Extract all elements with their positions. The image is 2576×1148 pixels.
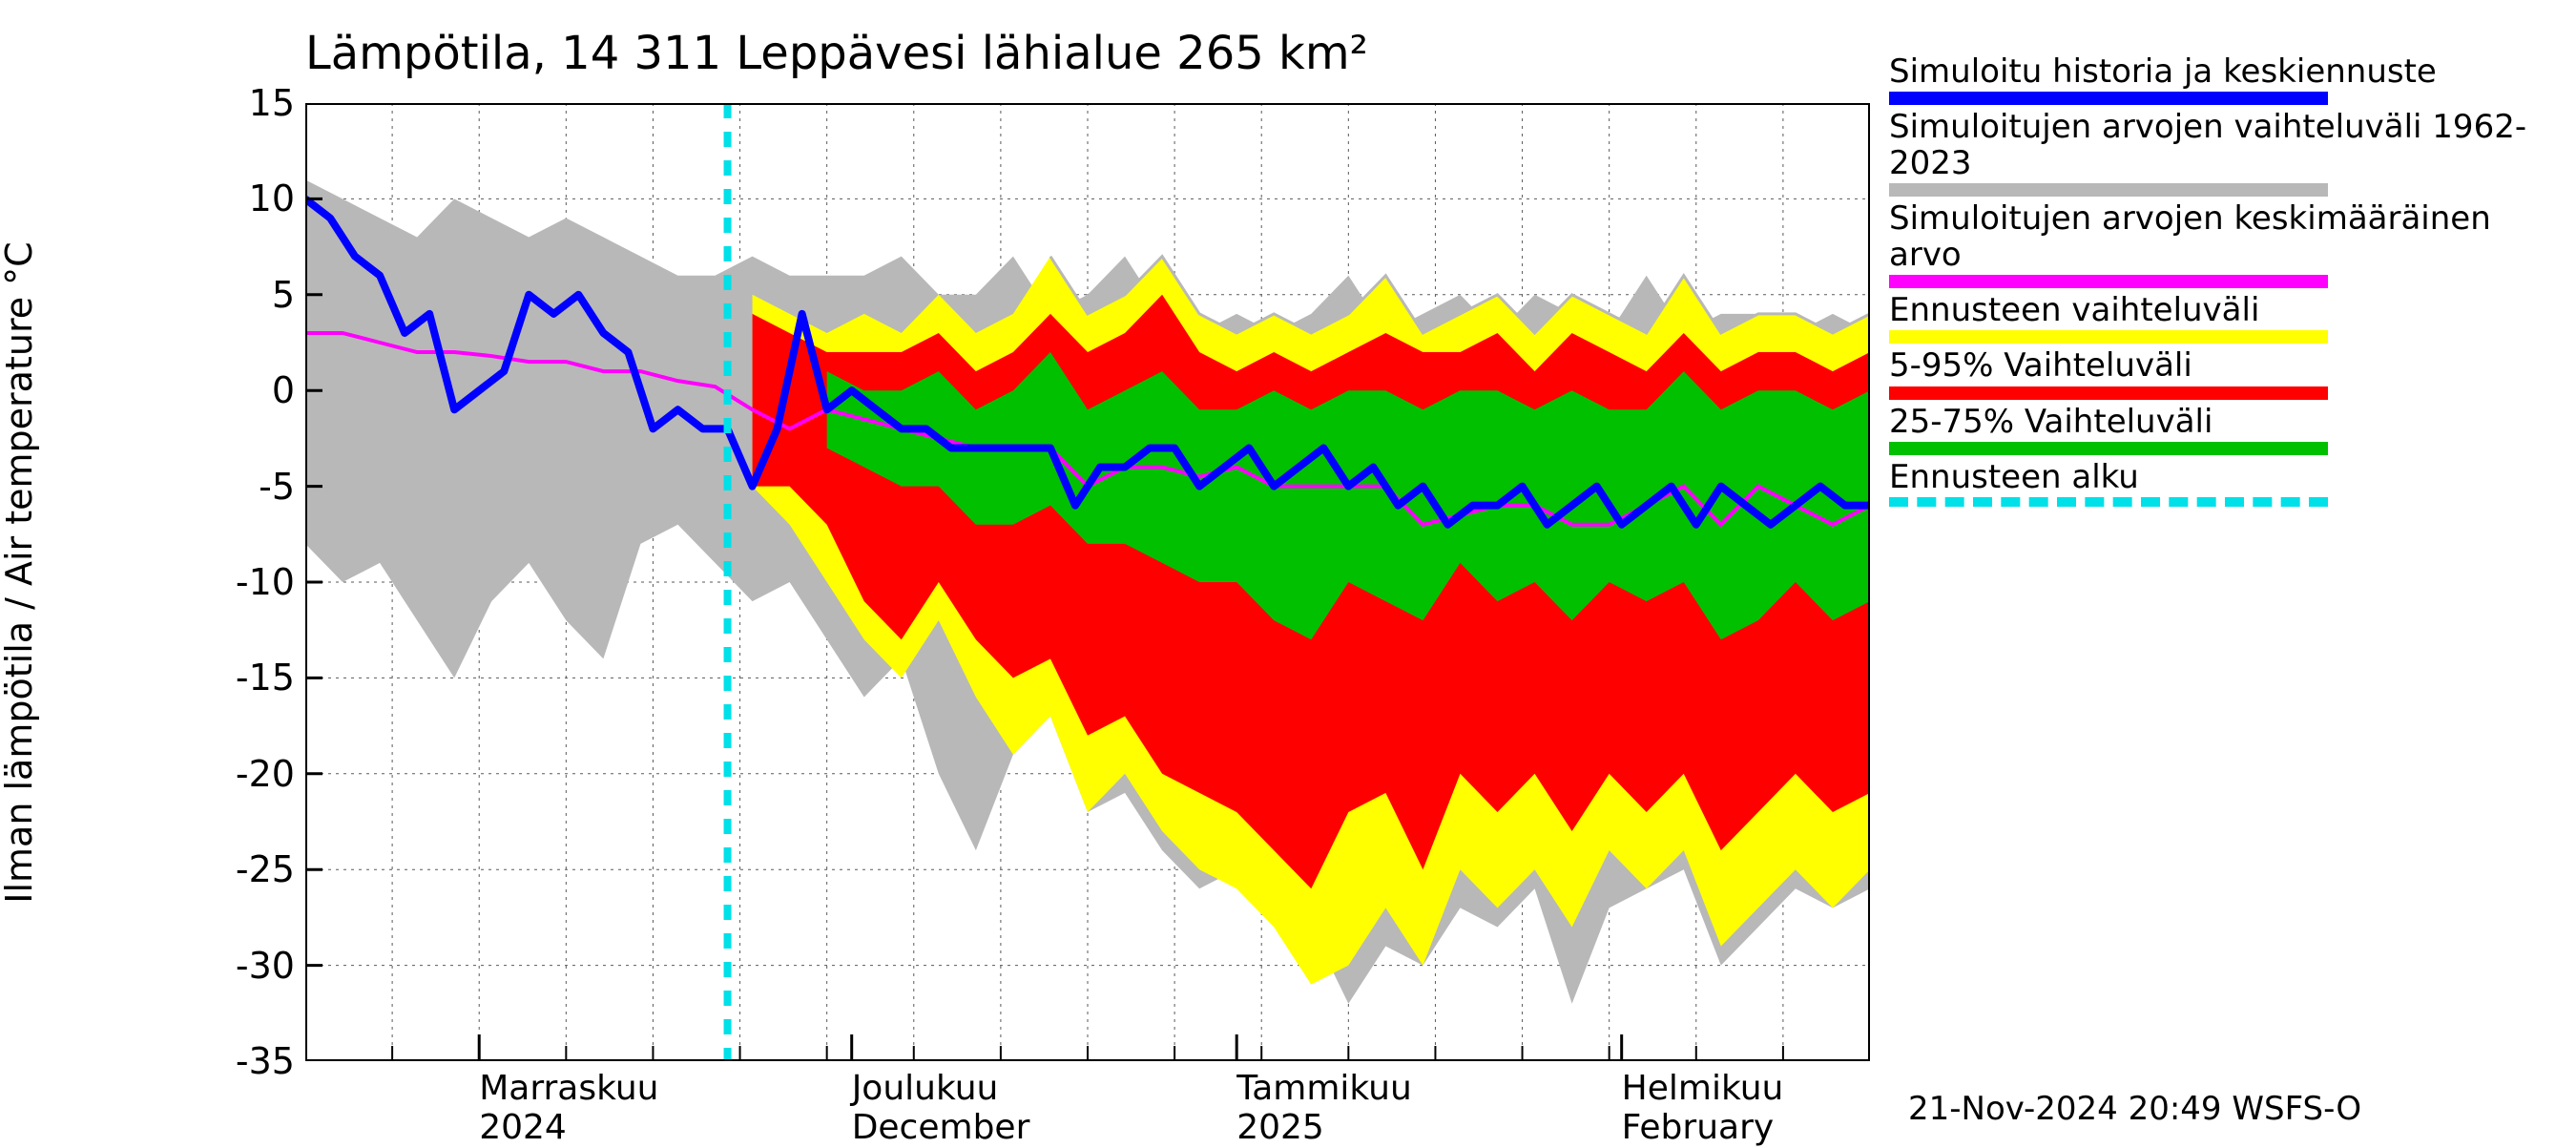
y-axis-label: Ilman lämpötila / Air temperature °C [0, 241, 40, 903]
legend-entry: 5-95% Vaihteluväli [1889, 347, 2557, 399]
y-tick: -35 [236, 1040, 295, 1082]
x-month-label: JoulukuuDecember [852, 1069, 1030, 1148]
y-tick: -20 [236, 753, 295, 795]
legend-text: 25-75% Vaihteluväli [1889, 404, 2557, 440]
y-tick: 0 [272, 369, 295, 411]
legend-swatch [1889, 386, 2328, 400]
legend-text: Ennusteen vaihteluväli [1889, 292, 2557, 328]
y-tick: -25 [236, 848, 295, 890]
legend-text: Ennusteen alku [1889, 459, 2557, 495]
legend-entry: Ennusteen alku [1889, 459, 2557, 507]
legend-text: Simuloitujen arvojen keskimääräinen arvo [1889, 200, 2557, 273]
legend-entry: Ennusteen vaihteluväli [1889, 292, 2557, 344]
y-tick: 5 [272, 274, 295, 316]
x-month-label: HelmikuuFebruary [1622, 1069, 1784, 1148]
y-tick: -30 [236, 945, 295, 987]
plot-area [305, 103, 1870, 1061]
legend-swatch [1889, 275, 2328, 288]
x-month-label: Marraskuu2024 [479, 1069, 658, 1148]
x-month-label: Tammikuu2025 [1236, 1069, 1412, 1148]
legend-swatch [1889, 92, 2328, 105]
chart-container: Ilman lämpötila / Air temperature °C Läm… [0, 0, 2576, 1145]
legend-text: Simuloitujen arvojen vaihteluväli 1962-2… [1889, 109, 2557, 181]
y-tick: -10 [236, 561, 295, 603]
x-tick-labels: Marraskuu2024 JoulukuuDecember Tammikuu202… [305, 1069, 1870, 1145]
legend-text: 5-95% Vaihteluväli [1889, 347, 2557, 384]
y-tick: 15 [249, 82, 295, 124]
chart-title: Lämpötila, 14 311 Leppävesi lähialue 265… [305, 27, 1368, 80]
legend-entry: Simuloitujen arvojen keskimääräinen arvo [1889, 200, 2557, 288]
legend-swatch [1889, 497, 2328, 507]
legend: Simuloitu historia ja keskiennuste Simulo… [1889, 53, 2557, 511]
legend-entry: 25-75% Vaihteluväli [1889, 404, 2557, 455]
y-tick: -5 [259, 466, 295, 508]
timestamp-label: 21-Nov-2024 20:49 WSFS-O [1908, 1090, 2361, 1128]
y-tick-labels: -35-30-25-20-15-10-5051015 [172, 103, 296, 1061]
legend-swatch [1889, 442, 2328, 455]
legend-swatch [1889, 183, 2328, 197]
legend-swatch [1889, 330, 2328, 344]
legend-entry: Simuloitujen arvojen vaihteluväli 1962-2… [1889, 109, 2557, 197]
legend-entry: Simuloitu historia ja keskiennuste [1889, 53, 2557, 105]
y-tick: -15 [236, 657, 295, 699]
legend-text: Simuloitu historia ja keskiennuste [1889, 53, 2557, 90]
y-tick: 10 [249, 177, 295, 219]
